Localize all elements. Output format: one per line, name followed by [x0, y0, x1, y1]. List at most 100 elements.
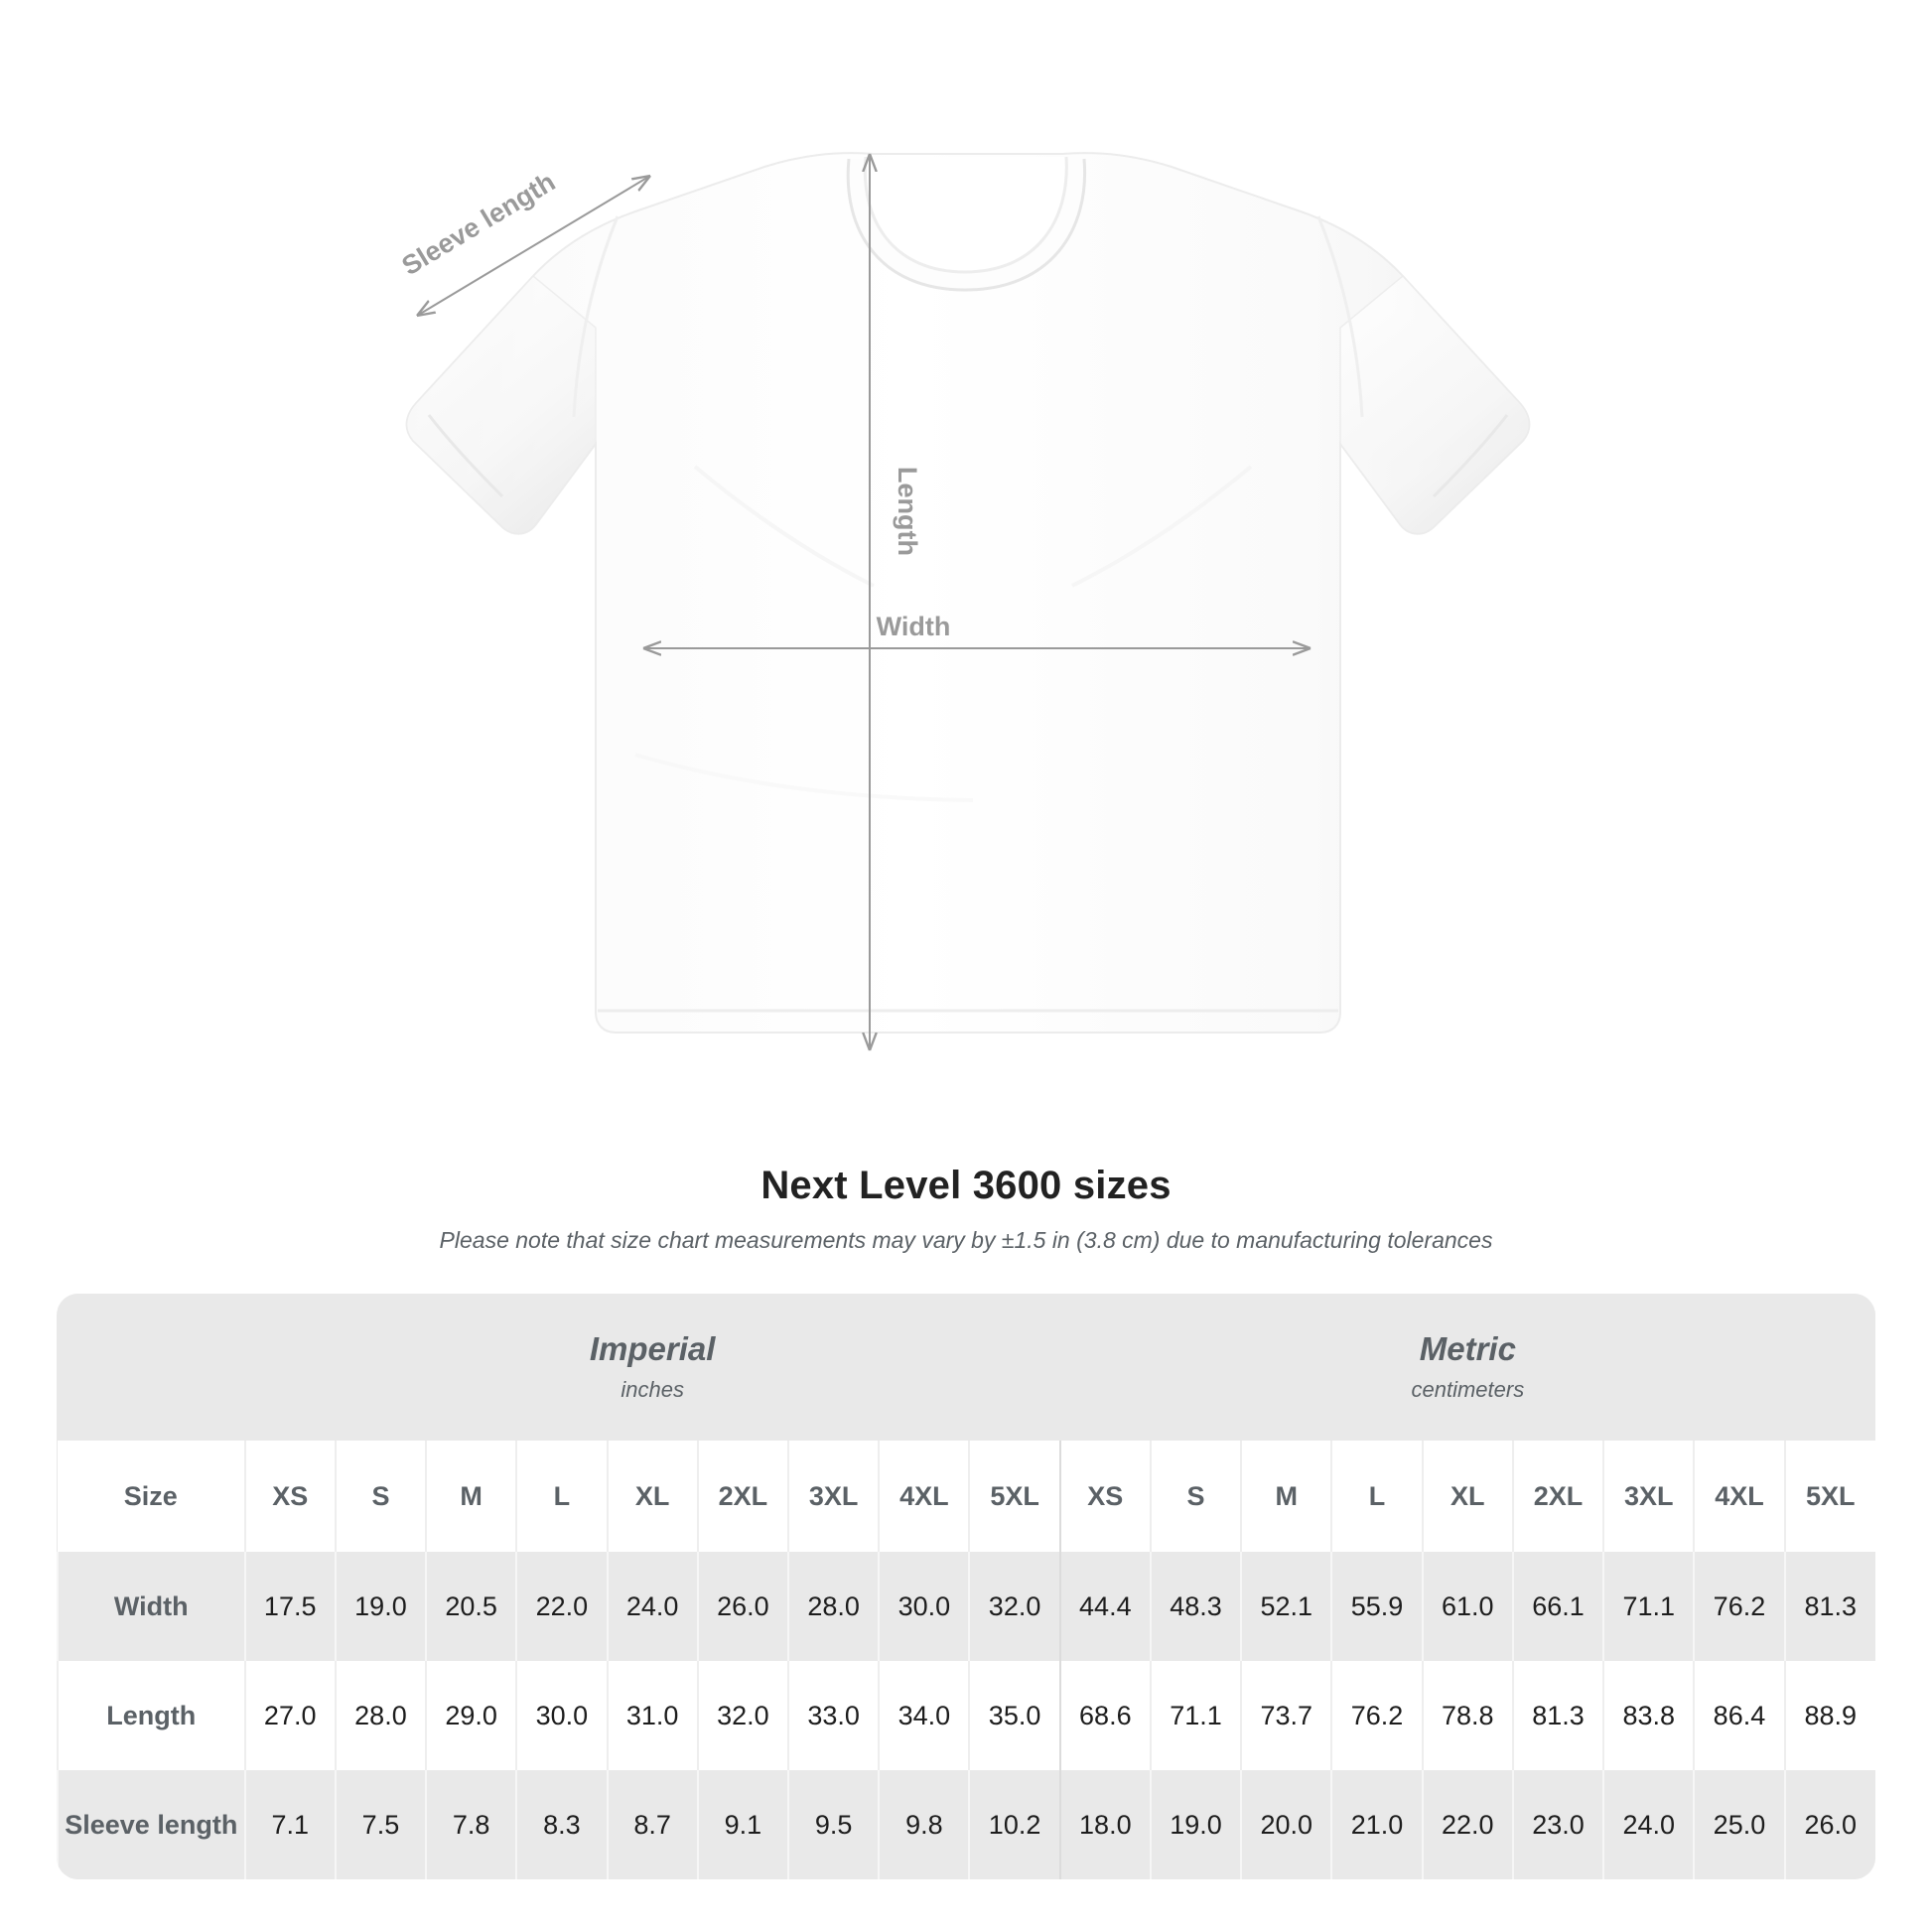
- measurement-cell: 78.8: [1421, 1661, 1513, 1770]
- measurement-cell: 24.0: [1602, 1770, 1695, 1879]
- measurement-cell: 10.2: [968, 1770, 1060, 1879]
- measurement-cell: 81.3: [1511, 1661, 1604, 1770]
- measurement-cell: 34.0: [878, 1661, 970, 1770]
- unit-group-name: Metric: [1419, 1330, 1516, 1367]
- measurement-cell: 19.0: [1149, 1770, 1242, 1879]
- measurement-cell: 31.0: [606, 1661, 698, 1770]
- measurement-cell: 52.1: [1240, 1552, 1332, 1661]
- size-header-cell: XS: [1058, 1441, 1151, 1552]
- size-header-cell: 5XL: [968, 1441, 1060, 1552]
- tolerance-note: Please note that size chart measurements…: [439, 1227, 1493, 1253]
- measurement-cell: 7.8: [425, 1770, 517, 1879]
- measurement-cell: 83.8: [1602, 1661, 1695, 1770]
- unit-group-subtitle: inches: [621, 1377, 684, 1402]
- size-header-cell: M: [1240, 1441, 1332, 1552]
- measurement-cell: 71.1: [1149, 1661, 1242, 1770]
- row-header-size: Size: [58, 1441, 245, 1552]
- length-label: Length: [893, 467, 922, 556]
- measurement-cell: 22.0: [1421, 1770, 1513, 1879]
- measurement-cell: 55.9: [1330, 1552, 1423, 1661]
- measurement-cell: 20.0: [1240, 1770, 1332, 1879]
- measurement-cell: 61.0: [1421, 1552, 1513, 1661]
- measurement-cell: 21.0: [1330, 1770, 1423, 1879]
- right-sleeve-shade: [1339, 274, 1531, 535]
- size-header-cell: 2XL: [1511, 1441, 1604, 1552]
- size-header-cell: 4XL: [878, 1441, 970, 1552]
- size-header-cell: 4XL: [1693, 1441, 1785, 1552]
- size-header-cell: 2XL: [696, 1441, 788, 1552]
- measurement-cell: 30.0: [515, 1661, 608, 1770]
- measurement-cell: 8.7: [606, 1770, 698, 1879]
- measurement-cell: 26.0: [696, 1552, 788, 1661]
- left-sleeve-shade: [405, 274, 597, 535]
- size-header-cell: XS: [243, 1441, 336, 1552]
- unit-group-name: Imperial: [589, 1330, 716, 1367]
- fabric-fold-2: [1071, 465, 1253, 588]
- unit-group-cell-imperial: Imperial inches: [244, 1294, 1060, 1441]
- measurement-cell: 73.7: [1240, 1661, 1332, 1770]
- measurement-cell: 9.1: [696, 1770, 788, 1879]
- measurement-cell: 88.9: [1783, 1661, 1875, 1770]
- size-header-cell: M: [425, 1441, 517, 1552]
- measurement-cell: 33.0: [786, 1661, 880, 1770]
- measurement-cell: 7.1: [243, 1770, 336, 1879]
- size-header-cell: S: [334, 1441, 427, 1552]
- size-header-cell: 3XL: [786, 1441, 880, 1552]
- measurement-cell: 76.2: [1330, 1661, 1423, 1770]
- measurement-cell: 24.0: [606, 1552, 698, 1661]
- size-header-cell: L: [515, 1441, 608, 1552]
- unit-group-cell-metric: Metric centimeters: [1059, 1294, 1875, 1441]
- measurement-cell: 66.1: [1511, 1552, 1604, 1661]
- sleeve-measure-line: [417, 176, 650, 316]
- unit-group-subtitle: centimeters: [1411, 1377, 1525, 1402]
- right-sleeve-hem: [1432, 414, 1509, 498]
- measurement-cell: 44.4: [1058, 1552, 1151, 1661]
- measurement-cell: 7.5: [334, 1770, 427, 1879]
- measurement-cell: 18.0: [1058, 1770, 1151, 1879]
- measurement-cell: 71.1: [1602, 1552, 1695, 1661]
- measurement-cell: 9.5: [786, 1770, 880, 1879]
- table-row: Sleeve length 7.1 7.5 7.8 8.3 8.7 9.1 9.5 9.8 10.…: [57, 1770, 1875, 1879]
- measurement-cell: 32.0: [696, 1661, 788, 1770]
- measurement-cell: 26.0: [1783, 1770, 1875, 1879]
- row-header-width: Width: [57, 1552, 245, 1661]
- measurement-cell: 17.5: [243, 1552, 336, 1661]
- measurement-cell: 27.0: [243, 1661, 336, 1770]
- size-header-cell: L: [1330, 1441, 1423, 1552]
- measurement-cell: 23.0: [1511, 1770, 1604, 1879]
- measurement-cell: 76.2: [1693, 1552, 1785, 1661]
- measurement-cell: 48.3: [1149, 1552, 1242, 1661]
- size-header-cell: 5XL: [1783, 1441, 1875, 1552]
- unit-group-row: Imperial inches Metric centimeters: [58, 1294, 1875, 1441]
- measurement-cell: 32.0: [968, 1552, 1060, 1661]
- measurement-cell: 8.3: [515, 1770, 608, 1879]
- fabric-fold-1: [693, 465, 875, 588]
- unit-row-spacer: [58, 1294, 245, 1441]
- measurement-cell: 9.8: [878, 1770, 970, 1879]
- page-title: Next Level 3600 sizes: [760, 1164, 1172, 1207]
- tshirt-measurement-diagram: Length Width Sleeve length: [397, 152, 1531, 1152]
- measurement-cell: 28.0: [786, 1552, 880, 1661]
- sleeve-length-label: Sleeve length: [397, 167, 561, 281]
- left-sleeve-hem: [427, 414, 504, 498]
- size-header-row: Size XS S M L XL 2XL 3XL 4XL 5XL XS S M L XL 2XL 3XL 4XL 5…: [58, 1441, 1875, 1552]
- caption-block: Next Level 3600 sizes Please note that s…: [0, 1160, 1932, 1255]
- table-row: Width 17.5 19.0 20.5 22.0 24.0 26.0 28.0 30.0 32.…: [57, 1552, 1875, 1661]
- measurement-cell: 81.3: [1783, 1552, 1875, 1661]
- measurement-cell: 19.0: [334, 1552, 427, 1661]
- right-shoulder-seam: [1316, 215, 1364, 418]
- tshirt-illustration: [405, 152, 1531, 1034]
- measurement-cell: 28.0: [334, 1661, 427, 1770]
- measurement-cell: 25.0: [1693, 1770, 1785, 1879]
- size-header-cell: S: [1149, 1441, 1242, 1552]
- size-chart-table: Imperial inches Metric centimeters Size XS S M L…: [57, 1294, 1875, 1879]
- measurement-cell: 20.5: [425, 1552, 517, 1661]
- measurement-cell: 22.0: [515, 1552, 608, 1661]
- size-header-cell: XL: [1421, 1441, 1513, 1552]
- size-header-cell: XL: [606, 1441, 698, 1552]
- measurement-cell: 29.0: [425, 1661, 517, 1770]
- size-chart-table-wrapper: Imperial inches Metric centimeters Size XS S M L…: [57, 1294, 1875, 1879]
- measurement-cell: 68.6: [1058, 1661, 1151, 1770]
- table-row: Length 27.0 28.0 29.0 30.0 31.0 32.0 33.0 34.0 35…: [57, 1661, 1875, 1770]
- row-header-length: Length: [57, 1661, 245, 1770]
